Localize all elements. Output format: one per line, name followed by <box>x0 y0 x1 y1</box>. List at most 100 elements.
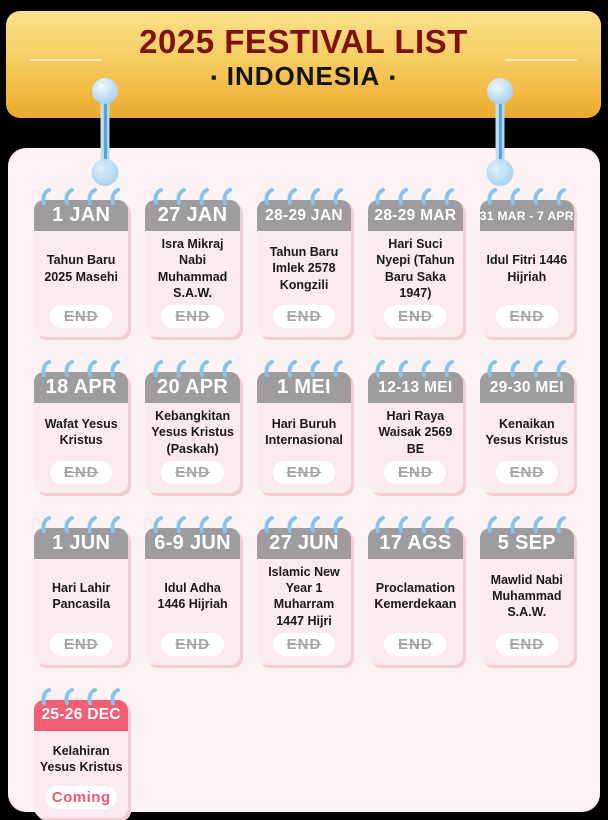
binder-ring-icon <box>444 188 455 205</box>
binder-rings <box>480 188 574 205</box>
festival-card: 12-13 MEI Hari Raya Waisak 2569 BE END <box>368 372 463 493</box>
festival-card: 20 APR Kebangkitan Yesus Kristus (Paskah… <box>145 372 240 493</box>
festival-card: 1 JAN Tahun Baru 2025 Masehi END <box>34 200 129 337</box>
binder-ring-icon <box>176 360 186 377</box>
binder-ring-icon <box>375 515 386 533</box>
festival-card: 31 MAR - 7 APR Idul Fitri 1446 Hijriah E… <box>479 200 574 337</box>
festival-name: Hari Lahir Pancasila <box>52 581 111 612</box>
card-body: Proclamation Kemerdekaan END <box>368 559 462 665</box>
festival-card: 17 AGS Proclamation Kemerdekaan END <box>368 527 463 665</box>
festival-card: 6-9 JUN Idul Adha 1446 Hijriah END <box>145 527 240 665</box>
binder-ring-icon <box>153 515 163 533</box>
binder-ring-icon <box>153 188 163 205</box>
binder-rings <box>34 687 128 705</box>
binder-rings <box>34 188 128 205</box>
festival-card: 28-29 JAN Tahun Baru Imlek 2578 Kongzili… <box>256 200 352 337</box>
status-badge: END <box>495 305 558 328</box>
card-body: Idul Fitri 1446 Hijriah END <box>480 231 574 337</box>
page-title: 2025 FESTIVAL LIST <box>139 23 468 60</box>
card-date: 6-9 JUN <box>154 531 231 554</box>
binder-ring-icon <box>533 360 543 377</box>
card-body: Tahun Baru 2025 Masehi END <box>34 231 128 337</box>
festival-card: 29-30 MEI Kenaikan Yesus Kristus END <box>479 372 574 493</box>
festival-card: 1 MEI Hari Buruh Internasional END <box>256 372 352 493</box>
binder-ring-icon <box>264 188 274 205</box>
card-date: 17 AGS <box>379 531 452 554</box>
status-badge: Coming <box>45 785 117 809</box>
festival-name: Tahun Baru 2025 Masehi <box>44 253 119 284</box>
card-date-header: 1 JAN <box>34 200 129 231</box>
binder-rings <box>480 360 574 377</box>
card-date: 1 MEI <box>277 376 331 398</box>
card-date: 18 APR <box>45 376 117 398</box>
pin-stem-core <box>103 93 107 173</box>
festival-card: 1 JUN Hari Lahir Pancasila END <box>34 527 129 665</box>
binder-ring-icon <box>87 687 98 705</box>
festival-cell: 17 AGS Proclamation Kemerdekaan END <box>368 515 463 665</box>
binder-ring-icon <box>110 687 121 705</box>
status-badge: END <box>272 305 336 328</box>
binder-ring-icon <box>264 360 274 377</box>
festival-name: Proclamation Kemerdekaan <box>374 581 457 612</box>
card-date: 12-13 MEI <box>378 378 453 396</box>
card-date-header: 1 JUN <box>34 527 129 559</box>
binder-ring-icon <box>64 188 75 205</box>
card-date-header: 27 JAN <box>145 200 240 231</box>
card-body: Hari Buruh Internasional END <box>257 403 351 493</box>
status-badge: END <box>384 632 447 656</box>
pin-foot-icon <box>486 159 514 186</box>
pin-foot-icon <box>91 159 119 186</box>
card-body: Hari Raya Waisak 2569 BE END <box>368 403 462 493</box>
binder-ring-icon <box>398 360 409 377</box>
card-date: 28-29 JAN <box>265 206 343 224</box>
card-date: 29-30 MEI <box>489 378 564 396</box>
binder-ring-icon <box>310 360 320 377</box>
binder-ring-icon <box>41 360 52 377</box>
festival-cell: 1 MEI Hari Buruh Internasional END <box>256 360 352 493</box>
binder-ring-icon <box>87 515 98 533</box>
binder-ring-icon <box>264 515 274 533</box>
festival-card: 27 JUN Islamic New Year 1 Muharram 1447 … <box>256 527 352 665</box>
binder-rings <box>368 360 462 377</box>
binder-ring-icon <box>310 515 320 533</box>
banner-side-line <box>30 59 102 61</box>
card-date: 1 JUN <box>52 531 111 554</box>
festival-panel: 1 JAN Tahun Baru 2025 Masehi END 27 JAN … <box>8 148 600 818</box>
festival-name: Wafat Yesus Kristus <box>44 417 118 448</box>
binder-ring-icon <box>287 515 297 533</box>
card-body: Mawlid Nabi Muhammad S.A.W. END <box>480 559 574 665</box>
status-badge: END <box>384 305 447 328</box>
card-date-header: 31 MAR - 7 APR <box>479 200 574 231</box>
binder-ring-icon <box>510 515 520 533</box>
status-badge: END <box>161 632 224 656</box>
binder-ring-icon <box>510 188 520 205</box>
festival-cell: 27 JAN Isra Mikraj Nabi Muhammad S.A.W. … <box>145 188 240 337</box>
binder-ring-icon <box>375 188 386 205</box>
binder-rings <box>257 515 351 533</box>
binder-ring-icon <box>487 188 497 205</box>
subtitle-text: INDONESIA <box>226 61 381 92</box>
binder-ring-icon <box>421 360 432 377</box>
card-date-header: 28-29 JAN <box>256 200 352 231</box>
card-date: 27 JUN <box>269 531 339 554</box>
binder-ring-icon <box>110 188 121 205</box>
festival-cell: 28-29 MAR Hari Suci Nyepi (Tahun Baru Sa… <box>368 188 463 337</box>
festival-cell: 31 MAR - 7 APR Idul Fitri 1446 Hijriah E… <box>479 188 574 337</box>
binder-ring-icon <box>421 188 432 205</box>
binder-ring-icon <box>87 188 98 205</box>
status-badge: END <box>272 632 336 656</box>
binder-rings <box>480 515 574 533</box>
festival-name: Mawlid Nabi Muhammad S.A.W. <box>490 572 563 620</box>
binder-ring-icon <box>533 515 543 533</box>
pin-stem <box>100 91 110 175</box>
binder-rings <box>145 360 239 377</box>
card-date: 27 JAN <box>157 204 228 226</box>
festival-cell: 18 APR Wafat Yesus Kristus END <box>34 360 129 493</box>
card-body: Hari Suci Nyepi (Tahun Baru Saka 1947) E… <box>368 231 462 337</box>
card-date-header: 6-9 JUN <box>145 527 240 559</box>
binder-ring-icon <box>375 360 386 377</box>
binder-ring-icon <box>41 687 52 705</box>
card-date-header: 1 MEI <box>256 372 352 403</box>
binder-ring-icon <box>287 360 297 377</box>
